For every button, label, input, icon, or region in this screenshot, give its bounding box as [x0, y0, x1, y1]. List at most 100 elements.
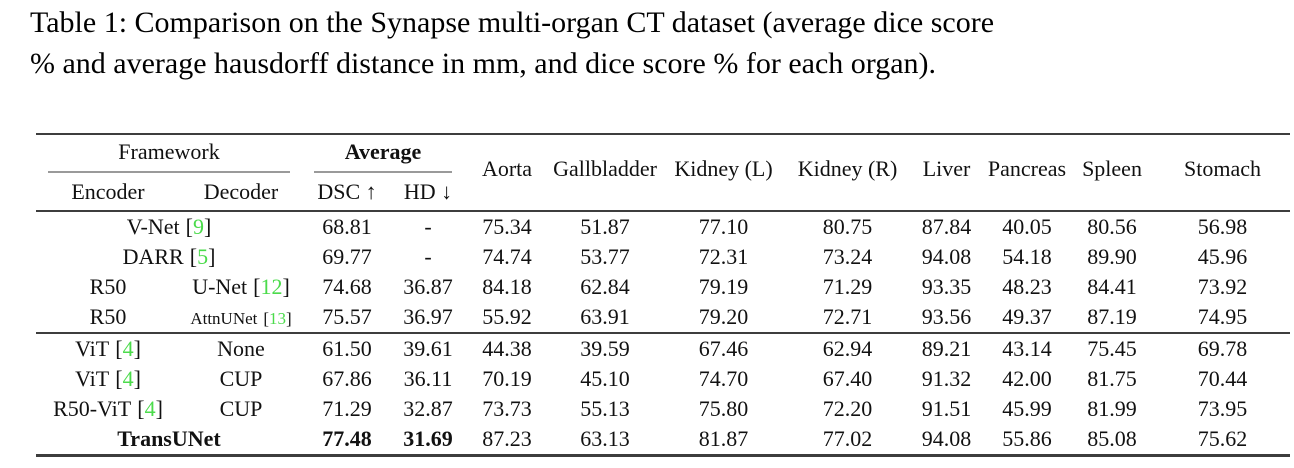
caption-line-1: Table 1: Comparison on the Synapse multi… [30, 6, 995, 39]
hd-cell: 31.69 [403, 426, 453, 451]
hd-cell: - [424, 214, 432, 239]
column-header-kidney-r: Kidney (R) [787, 134, 909, 212]
organ-score-cell: 73.73 [482, 396, 532, 421]
organ-score-cell: 67.40 [822, 366, 873, 391]
organ-score-cell: 55.86 [1002, 426, 1052, 451]
citation-number: 9 [192, 214, 204, 239]
organ-score-cell: 77.02 [822, 426, 873, 451]
organ-score-cell: 73.95 [1197, 396, 1248, 421]
organ-score-cell: 93.35 [921, 274, 972, 299]
column-header-liver: Liver [908, 134, 986, 212]
organ-score-cell: 75.62 [1197, 426, 1248, 451]
organ-score-cell: 84.41 [1087, 274, 1137, 299]
method-name: ViT [75, 366, 110, 391]
organ-score-cell: 70.44 [1197, 366, 1248, 391]
citation-bracket: [ [115, 366, 123, 391]
organ-score-cell: 62.94 [822, 336, 873, 361]
column-header-dsc: DSC ↑ [302, 173, 393, 212]
method-name: ViT [75, 336, 110, 361]
organ-score-cell: 84.18 [482, 274, 532, 299]
dsc-cell: 71.29 [322, 396, 372, 421]
citation-number: 5 [197, 244, 209, 269]
encoder-cell: R50 [89, 274, 127, 299]
organ-score-cell: 40.05 [1002, 214, 1052, 239]
citation-bracket: [ [115, 336, 123, 361]
method-name: AttnUNet [190, 309, 258, 328]
organ-score-cell: 81.87 [698, 426, 749, 451]
organ-score-cell: 42.00 [1002, 366, 1052, 391]
organ-score-cell: 63.91 [550, 302, 661, 334]
organ-score-cell: 75.45 [1087, 336, 1137, 361]
method-cell: V-Net [9] [36, 211, 302, 242]
table-header: Framework Average Aorta Gallbladder Kidn… [36, 134, 1291, 212]
decoder-cell: AttnUNet [13] [180, 302, 303, 334]
dsc-cell: 61.50 [322, 336, 372, 361]
organ-score-cell: 51.87 [580, 214, 630, 239]
organ-score-cell: 87.23 [482, 426, 532, 451]
citation-number: 12 [260, 274, 283, 299]
column-header-spleen: Spleen [1069, 134, 1156, 212]
table-row-transunet: TransUNet 77.48 31.69 87.23 63.13 81.87 … [36, 424, 1290, 456]
organ-score-cell: 81.99 [1087, 396, 1137, 421]
hd-cell: 32.87 [403, 396, 453, 421]
organ-score-cell: 72.71 [787, 302, 909, 334]
column-header-pancreas: Pancreas [985, 134, 1070, 212]
organ-score-cell: 70.19 [482, 366, 532, 391]
organ-score-cell: 79.19 [698, 274, 749, 299]
organ-score-cell: 71.29 [822, 274, 873, 299]
citation-bracket: ] [208, 244, 216, 269]
organ-score-cell: 85.08 [1087, 426, 1137, 451]
column-header-hd: HD ↓ [392, 173, 465, 212]
organ-score-cell: 94.08 [921, 426, 972, 451]
organ-score-cell: 74.95 [1155, 302, 1291, 334]
organ-score-cell: 87.84 [921, 214, 972, 239]
citation-bracket: ] [203, 214, 212, 239]
column-header-kidney-l: Kidney (L) [660, 134, 788, 212]
column-header-aorta: Aorta [464, 134, 551, 212]
table-row-vit-none: ViT [4] None 61.50 39.61 44.38 39.59 67.4… [36, 333, 1290, 364]
citation-bracket: ] [155, 396, 163, 421]
organ-score-cell: 91.32 [921, 366, 972, 391]
hd-cell: 36.97 [392, 302, 465, 334]
encoder-cell: R50 [36, 302, 180, 334]
organ-score-cell: 91.51 [921, 396, 972, 421]
method-cell: TransUNet [117, 426, 221, 451]
caption-line-2: % and average hausdorff distance in mm, … [30, 47, 937, 80]
organ-score-cell: 87.19 [1069, 302, 1156, 334]
framework-group-header: Framework [36, 134, 302, 173]
dsc-cell: 77.48 [322, 426, 372, 451]
table-body: V-Net [9] 68.81 - 75.34 51.87 77.10 80.75… [36, 211, 1291, 456]
citation-bracket: [ [189, 244, 198, 269]
column-header-stomach: Stomach [1155, 134, 1291, 212]
dsc-cell: 69.77 [322, 244, 372, 269]
results-table-container: Framework Average Aorta Gallbladder Kidn… [36, 133, 1291, 457]
organ-score-cell: 72.20 [822, 396, 873, 421]
method-name: V-Net [126, 214, 180, 239]
header-row-subcolumns: Encoder Decoder DSC ↑ HD ↓ [36, 173, 1290, 212]
organ-score-cell: 53.77 [580, 244, 630, 269]
citation-bracket: [ [253, 274, 261, 299]
citation-number: 4 [122, 336, 134, 361]
hd-cell: 39.61 [403, 336, 453, 361]
table-row-vnet: V-Net [9] 68.81 - 75.34 51.87 77.10 80.75… [36, 211, 1290, 242]
citation-bracket: ] [282, 274, 290, 299]
organ-score-cell: 79.20 [660, 302, 788, 334]
organ-score-cell: 93.56 [908, 302, 986, 334]
table-row-r50-unet: R50 U-Net [12] 74.68 36.87 84.18 62.84 79… [36, 272, 1290, 302]
organ-score-cell: 45.99 [1002, 396, 1052, 421]
organ-score-cell: 39.59 [580, 336, 630, 361]
organ-score-cell: 94.08 [921, 244, 972, 269]
table-row-darr: DARR [5] 69.77 - 74.74 53.77 72.31 73.24 … [36, 242, 1290, 272]
method-name: U-Net [192, 274, 248, 299]
organ-score-cell: 45.96 [1197, 244, 1248, 269]
hd-cell: 36.11 [403, 366, 453, 391]
organ-score-cell: 63.13 [580, 426, 630, 451]
table-row-vit-cup: ViT [4] CUP 67.86 36.11 70.19 45.10 74.70… [36, 364, 1290, 394]
organ-score-cell: 55.13 [580, 396, 630, 421]
citation-number: 4 [122, 366, 134, 391]
table-caption: Table 1: Comparison on the Synapse multi… [30, 2, 994, 84]
encoder-cell: ViT [4] [36, 364, 180, 394]
decoder-cell: None [217, 336, 265, 361]
organ-score-cell: 62.84 [580, 274, 630, 299]
table-row-r50-attnunet: R50 AttnUNet [13] 75.57 36.97 55.92 63.91… [36, 302, 1291, 334]
